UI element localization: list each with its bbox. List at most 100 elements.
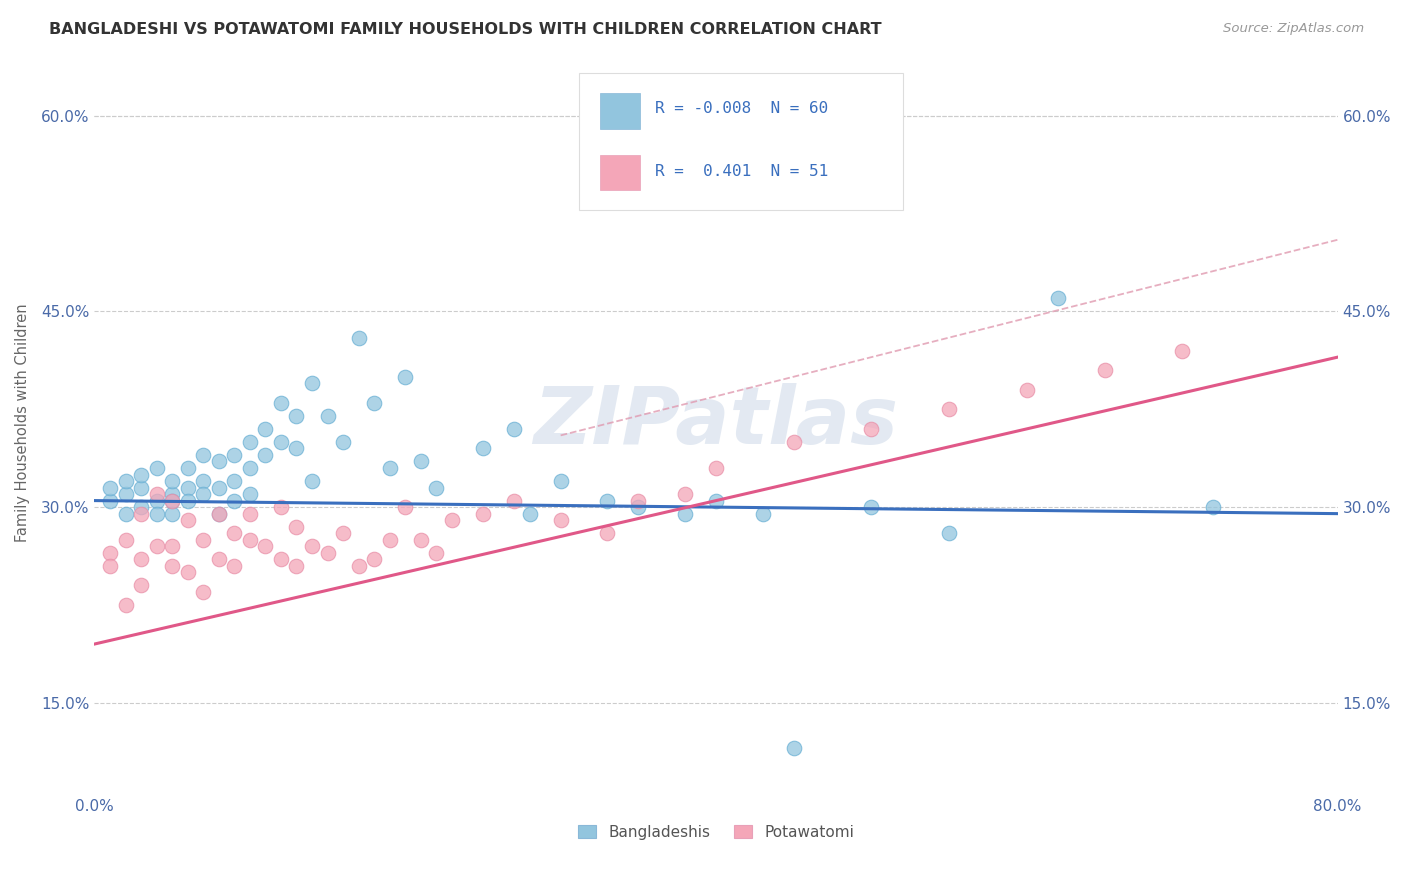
Point xyxy=(285,442,308,456)
Point xyxy=(596,493,619,508)
Point xyxy=(1015,383,1038,397)
Point xyxy=(193,448,215,462)
Text: R = -0.008  N = 60: R = -0.008 N = 60 xyxy=(655,101,828,116)
Point xyxy=(519,507,541,521)
Point xyxy=(98,481,121,495)
Text: BANGLADESHI VS POTAWATOMI FAMILY HOUSEHOLDS WITH CHILDREN CORRELATION CHART: BANGLADESHI VS POTAWATOMI FAMILY HOUSEHO… xyxy=(49,22,882,37)
Point xyxy=(224,474,246,488)
Point xyxy=(783,741,806,756)
Point xyxy=(938,402,960,417)
Point xyxy=(596,526,619,541)
Point xyxy=(394,369,416,384)
Point xyxy=(145,507,167,521)
Point xyxy=(114,598,136,612)
Point xyxy=(285,409,308,423)
Point xyxy=(363,552,385,566)
Point xyxy=(254,539,277,553)
Text: Source: ZipAtlas.com: Source: ZipAtlas.com xyxy=(1223,22,1364,36)
Point xyxy=(673,507,696,521)
Point xyxy=(301,376,323,391)
Point xyxy=(751,507,773,521)
Point xyxy=(160,493,183,508)
Point xyxy=(270,552,292,566)
Point xyxy=(378,533,401,547)
Point xyxy=(98,546,121,560)
Point xyxy=(239,487,262,501)
Point xyxy=(1094,363,1116,377)
Point xyxy=(129,552,152,566)
Point xyxy=(193,533,215,547)
Point xyxy=(160,474,183,488)
Point xyxy=(673,487,696,501)
Point xyxy=(160,507,183,521)
Point xyxy=(550,474,572,488)
Point xyxy=(627,500,650,515)
Point xyxy=(425,546,447,560)
Point xyxy=(440,513,463,527)
Point xyxy=(98,558,121,573)
Point xyxy=(160,487,183,501)
Point xyxy=(193,585,215,599)
Point xyxy=(270,434,292,449)
Point xyxy=(208,552,231,566)
Point xyxy=(316,409,339,423)
Point xyxy=(409,454,432,468)
Point xyxy=(145,487,167,501)
Point xyxy=(704,493,727,508)
Point xyxy=(177,566,200,580)
Point xyxy=(239,533,262,547)
Point xyxy=(550,513,572,527)
Point xyxy=(208,454,231,468)
Point xyxy=(129,500,152,515)
Point xyxy=(114,487,136,501)
Point xyxy=(145,493,167,508)
Point xyxy=(332,526,354,541)
Point xyxy=(472,507,495,521)
Point xyxy=(114,507,136,521)
Point xyxy=(224,448,246,462)
Legend: Bangladeshis, Potawatomi: Bangladeshis, Potawatomi xyxy=(572,819,860,846)
Point xyxy=(145,539,167,553)
FancyBboxPatch shape xyxy=(579,73,903,211)
Point xyxy=(503,422,526,436)
Point xyxy=(270,500,292,515)
Point xyxy=(160,493,183,508)
Point xyxy=(208,507,231,521)
Point xyxy=(347,330,370,344)
Point xyxy=(193,487,215,501)
Point xyxy=(129,467,152,482)
Point xyxy=(316,546,339,560)
Point xyxy=(860,500,883,515)
Point xyxy=(472,442,495,456)
Point xyxy=(673,148,696,162)
Point xyxy=(129,507,152,521)
Point xyxy=(285,519,308,533)
Point xyxy=(254,422,277,436)
FancyBboxPatch shape xyxy=(600,93,640,128)
Point xyxy=(860,422,883,436)
Point xyxy=(1171,343,1194,358)
Point xyxy=(394,500,416,515)
Point xyxy=(177,481,200,495)
Point xyxy=(503,493,526,508)
Point xyxy=(1046,292,1069,306)
Text: R =  0.401  N = 51: R = 0.401 N = 51 xyxy=(655,163,828,178)
Point xyxy=(208,481,231,495)
Point xyxy=(114,474,136,488)
Point xyxy=(1202,500,1225,515)
Point xyxy=(704,461,727,475)
Point xyxy=(129,481,152,495)
Point xyxy=(347,558,370,573)
Point xyxy=(301,539,323,553)
Point xyxy=(627,493,650,508)
FancyBboxPatch shape xyxy=(600,154,640,190)
Point xyxy=(177,493,200,508)
Point xyxy=(224,526,246,541)
Point xyxy=(783,434,806,449)
Point xyxy=(193,474,215,488)
Point xyxy=(332,434,354,449)
Point xyxy=(177,513,200,527)
Point xyxy=(98,493,121,508)
Point xyxy=(114,533,136,547)
Y-axis label: Family Households with Children: Family Households with Children xyxy=(15,303,30,541)
